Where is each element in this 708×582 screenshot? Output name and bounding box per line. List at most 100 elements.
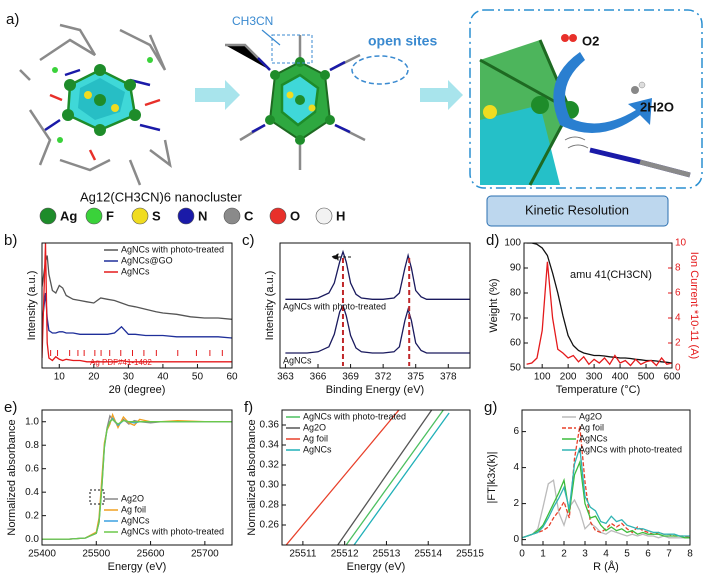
x-axis-label: 2θ (degree) — [109, 384, 166, 396]
x-tick-label: 3 — [582, 549, 588, 560]
legend-label: Ag foil — [121, 504, 146, 514]
x-tick-label: 200 — [560, 372, 577, 383]
plot-frame — [279, 242, 471, 369]
atom-swatch — [177, 207, 195, 225]
y-tick-label: 0.0 — [25, 534, 39, 545]
open-sites-label: open sites — [368, 33, 437, 49]
legend-label: AgNCs — [121, 266, 150, 276]
legend-label: AgNCs with photo-treated — [121, 244, 224, 254]
legend-label: AgNCs with photo-treated — [303, 411, 406, 421]
panel-label: d) — [486, 232, 499, 249]
curve-label: AgNCs with photo-treated — [283, 302, 386, 312]
x-tick-label: 25600 — [137, 549, 165, 560]
reference-label: Ag PDF#41-1402 — [90, 358, 152, 367]
x-tick-label: 40 — [157, 372, 169, 383]
y2-axis-label: Ion Current *10-11 (A) — [688, 252, 700, 359]
y2-tick-label: 10 — [675, 238, 687, 249]
atom-swatch — [39, 207, 57, 225]
y-tick-label: 0.2 — [25, 510, 39, 521]
legend-label: Ag2O — [303, 422, 326, 432]
series-line — [42, 255, 232, 320]
plot-frame — [521, 409, 691, 546]
panel-label: f) — [244, 399, 253, 416]
atom-label: Ag — [60, 208, 77, 223]
x-tick-label: 10 — [54, 372, 66, 383]
legend-label: Ag2O — [121, 493, 144, 503]
cluster-left — [19, 23, 172, 186]
zoom-region — [89, 489, 105, 505]
y-tick-label: 50 — [510, 363, 522, 374]
ch3cn-label: CH3CN — [232, 14, 273, 28]
y2-tick-label: 2 — [675, 338, 681, 349]
y-tick-label: 0.4 — [25, 487, 39, 498]
y-tick-label: 0.32 — [260, 460, 280, 471]
legend-label: Ag2O — [579, 411, 602, 421]
kinetic-label: Kinetic Resolution — [525, 202, 629, 217]
x-tick-label: 7 — [666, 549, 672, 560]
x-axis-label: Energy (eV) — [347, 561, 406, 573]
y-tick-label: 0.30 — [260, 480, 280, 491]
zoom-box — [469, 9, 703, 189]
cluster-middle — [225, 35, 366, 170]
electrons-label: 4H+, 4e- — [566, 87, 612, 101]
x-tick-label: 366 — [310, 372, 327, 383]
x-tick-label: 1 — [540, 549, 546, 560]
atom-swatch — [315, 207, 333, 225]
x-tick-label: 25513 — [373, 549, 401, 560]
series-line — [42, 243, 232, 363]
series-line — [42, 418, 232, 540]
x-tick-label: 25700 — [191, 549, 219, 560]
x-tick-label: 363 — [277, 372, 294, 383]
curve-label: AgNCs — [283, 355, 312, 365]
pointer — [261, 29, 281, 46]
y-axis-label: |FT|k3x(k)| — [486, 452, 498, 504]
x-tick-label: 500 — [638, 372, 655, 383]
legend-label: AgNCs@GO — [121, 255, 173, 265]
kinetic-box — [486, 195, 669, 227]
x-axis-label: Temperature (°C) — [556, 384, 640, 396]
x-tick-label: 60 — [226, 372, 238, 383]
y2-tick-label: 6 — [675, 288, 681, 299]
series-line — [353, 412, 450, 545]
panel-label: b) — [4, 232, 17, 249]
atom-swatch — [85, 207, 103, 225]
x-tick-label: 5 — [624, 549, 630, 560]
x-tick-label: 375 — [407, 372, 424, 383]
atom-label: O — [290, 208, 300, 223]
x-tick-label: 378 — [440, 372, 457, 383]
arrow — [420, 80, 463, 110]
x-tick-label: 372 — [375, 372, 392, 383]
atom-label: F — [106, 208, 114, 223]
legend-label: AgNCs — [121, 515, 150, 525]
x-tick-label: 25400 — [28, 549, 56, 560]
x-tick-label: 25515 — [456, 549, 484, 560]
plot-frame — [41, 409, 233, 546]
atom-swatch — [269, 207, 287, 225]
x-axis-label: R (Å) — [593, 560, 619, 573]
y-tick-label: 4 — [513, 462, 519, 473]
y-tick-label: 70 — [510, 313, 522, 324]
y-tick-label: 2 — [513, 498, 519, 509]
y-tick-label: 0 — [513, 534, 519, 545]
reaction-arrow — [553, 52, 652, 133]
y-tick-label: 100 — [504, 238, 521, 249]
series-line — [526, 243, 672, 364]
series-line — [522, 459, 690, 539]
series-line — [285, 249, 470, 300]
y-tick-label: 0.36 — [260, 420, 280, 431]
x-tick-label: 20 — [88, 372, 100, 383]
y-axis-label: Normalized absorbance — [6, 419, 18, 535]
legend-label: AgNCs with photo-treated — [121, 526, 224, 536]
series-line — [336, 410, 433, 545]
atom-label: H — [336, 208, 345, 223]
legend-label: Ag foil — [303, 433, 328, 443]
open-site-ellipse — [351, 55, 409, 85]
x-tick-label: 50 — [192, 372, 204, 383]
product-label: 2H2O — [640, 99, 674, 114]
zoom-cluster — [479, 39, 691, 186]
annotation: amu 41(CH3CN) — [570, 269, 652, 281]
site-box — [271, 34, 313, 64]
x-tick-label: 30 — [123, 372, 135, 383]
series-line — [42, 292, 232, 339]
